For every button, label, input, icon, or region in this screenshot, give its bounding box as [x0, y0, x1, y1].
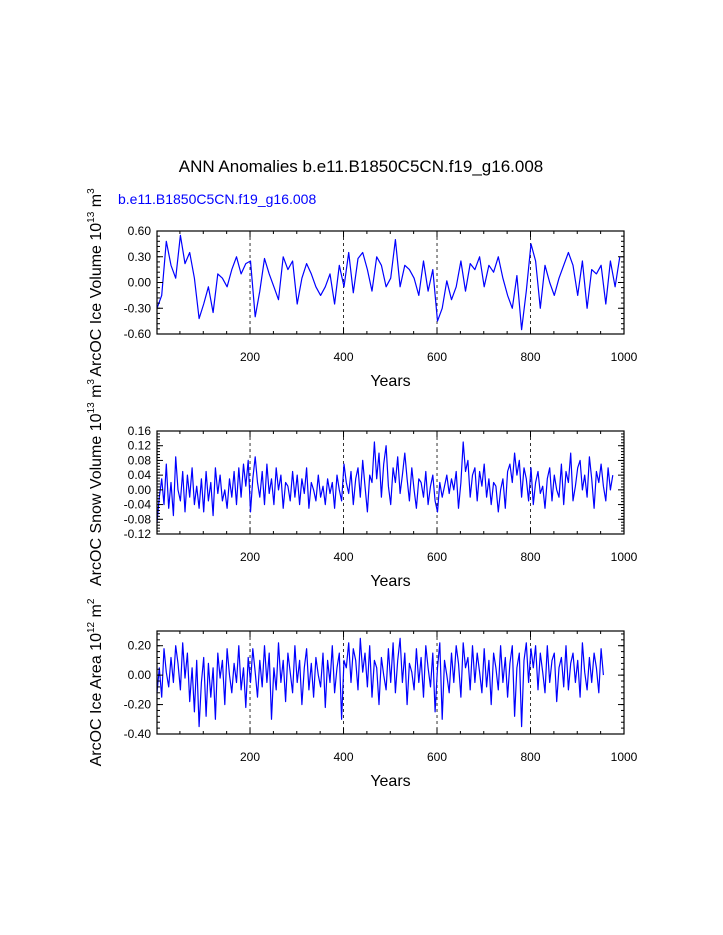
- y-axis-label: ArcOC Ice Volume 1013 m3: [86, 188, 105, 377]
- y-axis-label-superscript: 3: [86, 379, 97, 385]
- y-axis-label: ArcOC Snow Volume 1013 m3: [86, 379, 105, 586]
- y-axis-label-part: ArcOC Snow Volume 10: [88, 413, 105, 586]
- y-tick-label: 0.00: [128, 668, 152, 682]
- x-tick-label: 200: [240, 750, 260, 764]
- y-axis-label-part: m: [88, 385, 105, 403]
- y-tick-label: 0.12: [128, 439, 152, 453]
- y-tick-label: 0.60: [128, 224, 152, 238]
- y-tick-label: 0.04: [128, 468, 152, 482]
- y-axis-label-superscript: 3: [86, 188, 97, 194]
- y-axis-label-part: m: [88, 194, 105, 212]
- x-axis-label: Years: [370, 373, 410, 390]
- y-tick-label: 0.16: [128, 424, 152, 438]
- series-line: [156, 441, 614, 524]
- x-tick-label: 400: [334, 350, 354, 364]
- y-tick-label: 0.30: [128, 250, 152, 264]
- panel-3: -0.40 -0.20 0.00 0.20 200 400 600 800 1000 Years A…: [86, 598, 638, 790]
- y-tick-label: -0.20: [124, 698, 152, 712]
- y-tick-label: -0.40: [124, 727, 152, 741]
- figure-subtitle: b.e11.B1850C5CN.f19_g16.008: [118, 191, 316, 207]
- x-tick-label: 1000: [611, 550, 638, 564]
- figure-title: ANN Anomalies b.e11.B1850C5CN.f19_g16.00…: [179, 157, 543, 176]
- x-tick-label: 200: [240, 350, 260, 364]
- x-tick-label: 600: [427, 350, 447, 364]
- y-tick-label: 0.00: [128, 483, 152, 497]
- series-line: [156, 637, 604, 728]
- y-axis-label-part: ArcOC Ice Volume 10: [88, 223, 105, 377]
- y-tick-label: 0.08: [128, 453, 152, 467]
- x-tick-label: 600: [427, 750, 447, 764]
- x-tick-label: 800: [520, 350, 540, 364]
- plot-frame: [156, 230, 625, 335]
- y-axis-label-superscript: 2: [86, 598, 97, 604]
- x-axis-label: Years: [370, 773, 410, 790]
- y-tick-label: 0.00: [128, 276, 152, 290]
- x-tick-label: 800: [520, 550, 540, 564]
- x-tick-label: 400: [334, 550, 354, 564]
- y-axis-label-part: m: [88, 604, 105, 622]
- x-tick-label: 1000: [611, 750, 638, 764]
- x-tick-label: 800: [520, 750, 540, 764]
- y-tick-label: -0.04: [124, 498, 152, 512]
- y-axis-label: ArcOC Ice Area 1012 m2: [86, 598, 105, 766]
- series-line: [156, 234, 621, 331]
- y-axis-label-superscript: 13: [86, 402, 97, 414]
- x-axis-label: Years: [370, 573, 410, 590]
- y-tick-label: 0.20: [128, 639, 152, 653]
- y-axis-label-superscript: 13: [86, 211, 97, 223]
- y-tick-label: -0.60: [124, 327, 152, 341]
- y-axis-label-superscript: 12: [86, 621, 97, 633]
- x-tick-label: 1000: [611, 350, 638, 364]
- x-tick-label: 200: [240, 550, 260, 564]
- panel-1: -0.60 -0.30 0.00 0.30 0.60 200 400 600 800 1000 Ye…: [86, 188, 638, 390]
- x-tick-label: 400: [334, 750, 354, 764]
- y-tick-label: -0.12: [124, 527, 152, 541]
- x-tick-label: 600: [427, 550, 447, 564]
- panel-2: -0.12-0.08-0.040.000.040.080.120.16 200 40…: [86, 379, 638, 590]
- y-tick-label: -0.30: [124, 301, 152, 315]
- y-axis-label-part: ArcOC Ice Area 10: [88, 633, 105, 766]
- y-tick-label: -0.08: [124, 512, 152, 526]
